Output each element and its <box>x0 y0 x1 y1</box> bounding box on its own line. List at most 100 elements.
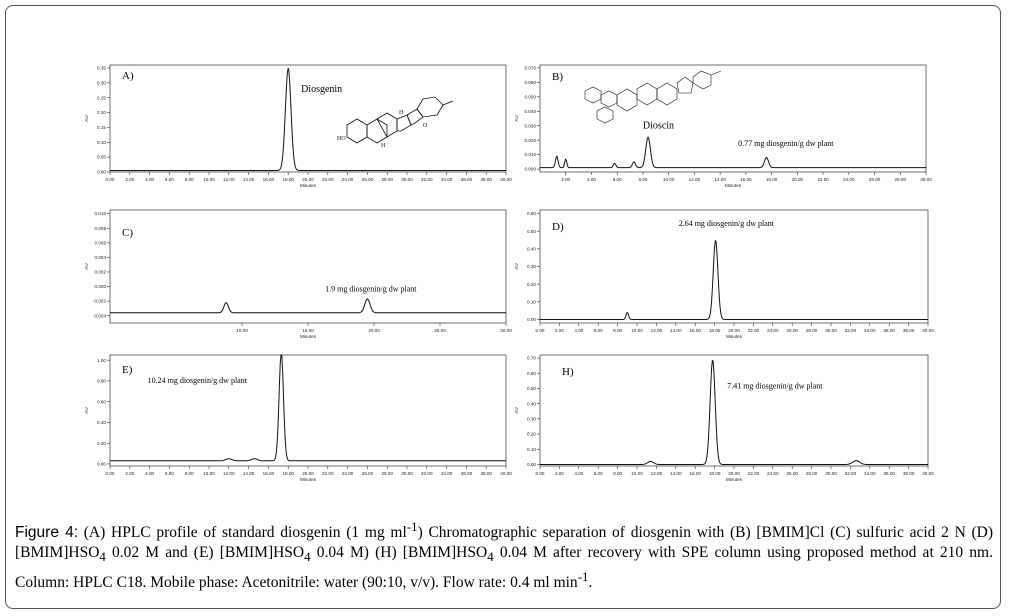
y-tick-label: 0.020 <box>525 138 537 143</box>
dioscin-structure <box>584 70 722 124</box>
y-tick-label: 1.00 <box>97 358 106 363</box>
x-tick-label: 30.00 <box>825 471 837 476</box>
x-tick-label: 18.00 <box>709 328 721 333</box>
x-tick-label: 26.00 <box>362 471 374 476</box>
x-tick-label: 6.00 <box>165 177 174 182</box>
y-axis-label: AU <box>514 407 519 413</box>
x-tick-label: 6.00 <box>594 328 603 333</box>
panel-label: D) <box>552 221 564 233</box>
x-tick-label: 0.00 <box>106 471 115 476</box>
x-tick-label: 24.00 <box>767 471 779 476</box>
caption-label: Figure 4: <box>15 524 79 542</box>
x-axis-label: Minutes <box>300 334 317 339</box>
x-tick-label: 10.00 <box>203 177 215 182</box>
y-tick-label: 0.80 <box>97 379 106 384</box>
x-tick-label: 14.00 <box>243 177 255 182</box>
x-tick-label: 26.00 <box>869 177 881 182</box>
x-tick-label: 2.00 <box>561 177 570 182</box>
x-tick-label: 14.00 <box>243 471 255 476</box>
figure-frame <box>5 5 1001 609</box>
x-tick-label: 20.00 <box>728 328 740 333</box>
x-tick-label: 38.00 <box>903 471 915 476</box>
chromatogram-trace <box>540 136 926 169</box>
x-tick-label: 14.00 <box>714 177 726 182</box>
x-tick-label: 18.00 <box>282 471 294 476</box>
x-axis-label: Minutes <box>726 477 743 482</box>
chart-panel-a: 0.00 0.05 0.10 0.15 0.20 0.25 0.30 0.35 0.00 2.00… <box>84 64 512 188</box>
chromatogram-trace <box>110 298 506 314</box>
y-tick-label: 0.010 <box>95 211 107 216</box>
x-tick-label: 20.00 <box>302 177 314 182</box>
y-tick-label: 0.30 <box>97 80 106 85</box>
x-tick-label: 26.00 <box>786 471 798 476</box>
y-tick-label: 0.15 <box>97 125 106 130</box>
x-tick-label: 6.00 <box>594 471 603 476</box>
x-tick-label: 40.00 <box>922 471 934 476</box>
x-tick-label: 28.00 <box>895 177 907 182</box>
x-tick-label: 4.00 <box>145 177 154 182</box>
x-tick-label: 24.00 <box>342 471 354 476</box>
chromatogram-trace <box>540 240 928 320</box>
x-tick-label: 0.00 <box>536 328 545 333</box>
x-axis-label: Minutes <box>726 334 743 339</box>
figure-caption: Figure 4: (A) HPLC profile of standard d… <box>15 519 994 592</box>
x-tick-label: 4.00 <box>574 471 583 476</box>
x-tick-label: 20.00 <box>728 471 740 476</box>
yield-annotation: 0.77 mg diosgenin/g dw plant <box>738 139 834 148</box>
x-tick-label: 6.00 <box>165 471 174 476</box>
y-tick-label: 0.50 <box>527 386 536 391</box>
x-tick-label: 2.00 <box>555 471 564 476</box>
x-tick-label: 4.00 <box>145 471 154 476</box>
x-tick-label: 10.00 <box>663 177 675 182</box>
chromatogram-trace <box>110 353 506 462</box>
svg-text:HO: HO <box>337 136 346 142</box>
x-tick-label: 10.00 <box>203 471 215 476</box>
x-tick-label: 40.00 <box>500 471 512 476</box>
x-tick-label: 32.00 <box>845 471 857 476</box>
compound-label: Diosgenin <box>301 84 342 95</box>
x-axis-label: Minutes <box>300 477 317 482</box>
x-tick-label: 12.00 <box>689 177 701 182</box>
x-tick-label: 40.00 <box>500 177 512 182</box>
panel-label: C) <box>122 227 133 239</box>
y-tick-label: 0.070 <box>525 65 537 70</box>
x-tick-label: 30.00 <box>825 328 837 333</box>
x-tick-label: 28.00 <box>806 471 818 476</box>
x-tick-label: 22.00 <box>322 177 334 182</box>
y-axis-label: AU <box>514 115 519 121</box>
x-tick-label: 22.00 <box>817 177 829 182</box>
panel-label: E) <box>122 364 133 376</box>
x-tick-label: 16.00 <box>263 471 275 476</box>
x-tick-label: 36.00 <box>461 177 473 182</box>
x-tick-label: 36.00 <box>883 471 895 476</box>
x-tick-label: 28.00 <box>381 471 393 476</box>
y-tick-label: 0.10 <box>527 447 536 452</box>
chromatogram-trace <box>110 67 506 172</box>
y-axis-label: AU <box>84 263 89 269</box>
x-tick-label: 12.00 <box>651 471 663 476</box>
x-tick-label: 34.00 <box>441 177 453 182</box>
y-tick-label: 0.05 <box>97 155 106 160</box>
y-axis-label: AU <box>84 115 89 121</box>
yield-annotation: 7.41 mg diosgenin/g dw plant <box>727 381 823 390</box>
x-tick-label: 26.00 <box>362 177 374 182</box>
panel-label: H) <box>562 366 574 378</box>
x-tick-label: 20.00 <box>302 471 314 476</box>
y-tick-label: 0.30 <box>527 264 536 269</box>
x-tick-label: 26.00 <box>786 328 798 333</box>
x-tick-label: 12.00 <box>651 328 663 333</box>
y-tick-label: 0.10 <box>527 299 536 304</box>
y-tick-label: 0.050 <box>525 94 537 99</box>
x-tick-label: 14.00 <box>670 471 682 476</box>
x-tick-label: 28.00 <box>381 177 393 182</box>
y-tick-label: 0.040 <box>525 109 537 114</box>
panel-label: A) <box>122 70 134 82</box>
diosgenin-structure: HO H H O <box>337 96 454 149</box>
x-tick-label: 2.00 <box>125 471 134 476</box>
yield-annotation: 10.24 mg diosgenin/g dw plant <box>148 376 248 385</box>
x-tick-label: 16.00 <box>689 471 701 476</box>
y-tick-label: 0.25 <box>97 95 106 100</box>
x-tick-label: 22.00 <box>748 471 760 476</box>
y-tick-label: 0.060 <box>525 80 537 85</box>
x-tick-label: 32.00 <box>421 177 433 182</box>
